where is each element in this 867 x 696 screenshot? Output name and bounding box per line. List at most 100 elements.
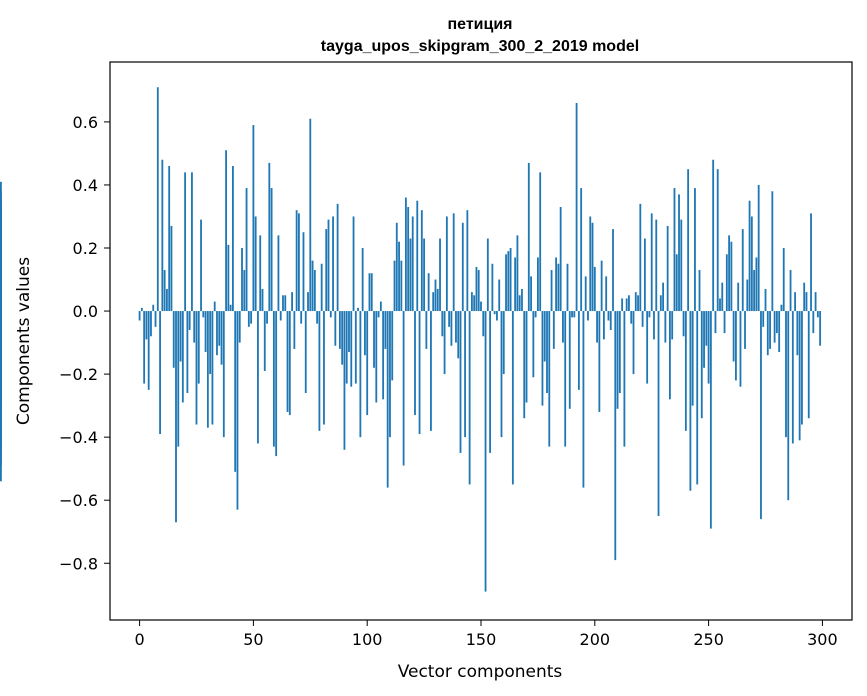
bar (311, 260, 314, 312)
bar (778, 311, 781, 353)
bar (368, 273, 371, 312)
bar (744, 311, 746, 349)
bar (739, 311, 742, 387)
bar (507, 251, 510, 312)
bar (703, 311, 705, 368)
bar (138, 311, 141, 321)
bar (445, 216, 448, 312)
bar (593, 266, 596, 312)
bar (206, 311, 209, 428)
bar (259, 235, 262, 312)
bar (637, 295, 639, 312)
bar (664, 311, 667, 343)
bar (389, 311, 391, 438)
bar (357, 307, 359, 312)
bar (625, 298, 628, 312)
bar (393, 260, 396, 312)
bar (805, 292, 808, 312)
x-tick-label: 200 (580, 630, 611, 649)
bar (682, 311, 685, 337)
bar (603, 311, 605, 340)
bar (582, 311, 585, 488)
bar (575, 102, 578, 312)
bar (427, 273, 430, 312)
bar (470, 292, 473, 312)
bar (181, 311, 184, 403)
bar (794, 292, 797, 312)
bar (414, 311, 416, 416)
bar (559, 207, 562, 312)
bar (232, 166, 234, 312)
bar (359, 311, 362, 438)
bar (304, 311, 307, 394)
bar (678, 194, 680, 312)
bar (552, 311, 555, 349)
bar (643, 238, 646, 312)
bar (150, 311, 152, 337)
bar (386, 311, 389, 488)
bar (814, 292, 817, 312)
bar (687, 169, 690, 312)
bar (204, 311, 207, 353)
bar (673, 188, 676, 312)
bar (379, 301, 382, 312)
bar (782, 248, 785, 312)
bar (152, 304, 155, 312)
bar (191, 172, 193, 312)
bar (147, 311, 150, 390)
x-tick-label: 100 (352, 630, 383, 649)
bar (650, 213, 653, 312)
x-tick-label: 0 (134, 630, 144, 649)
bar (505, 254, 507, 312)
bar (766, 311, 769, 356)
bar (432, 292, 435, 312)
y-tick-label: −0.4 (59, 428, 98, 447)
bar (298, 213, 300, 312)
y-tick-label: −0.8 (59, 554, 98, 573)
bar (250, 311, 253, 324)
bar (398, 241, 400, 312)
plot-frame (109, 61, 853, 621)
bar (286, 311, 289, 412)
bar (336, 203, 339, 312)
bar (789, 270, 792, 312)
bar (689, 311, 692, 491)
bar (156, 87, 159, 312)
bar (721, 282, 724, 312)
bar (261, 288, 264, 312)
bar (628, 295, 630, 312)
bar (573, 311, 576, 318)
bar (771, 191, 774, 312)
bar (430, 311, 432, 431)
bar (377, 311, 380, 318)
bar (179, 311, 182, 362)
y-tick-label: 0.0 (73, 302, 98, 321)
bar (769, 311, 771, 349)
bar (527, 162, 530, 312)
bar (266, 311, 268, 324)
bar (546, 311, 548, 394)
bar (737, 282, 740, 312)
bar (511, 311, 514, 485)
bar (279, 311, 282, 321)
bar (439, 238, 441, 312)
bar (716, 169, 719, 312)
bar (245, 188, 248, 312)
bar (755, 257, 758, 312)
bar (810, 213, 812, 312)
bar (275, 311, 278, 457)
bar (562, 311, 564, 343)
bar (236, 311, 239, 510)
bar (725, 254, 728, 312)
bar (252, 125, 255, 312)
bar (598, 311, 601, 412)
bar (816, 311, 819, 318)
bar (395, 222, 398, 312)
bar (145, 311, 148, 340)
bar (568, 311, 571, 409)
chart-title: петиция (447, 16, 512, 33)
bar (666, 225, 669, 312)
bar (457, 311, 460, 359)
bar (300, 311, 303, 324)
